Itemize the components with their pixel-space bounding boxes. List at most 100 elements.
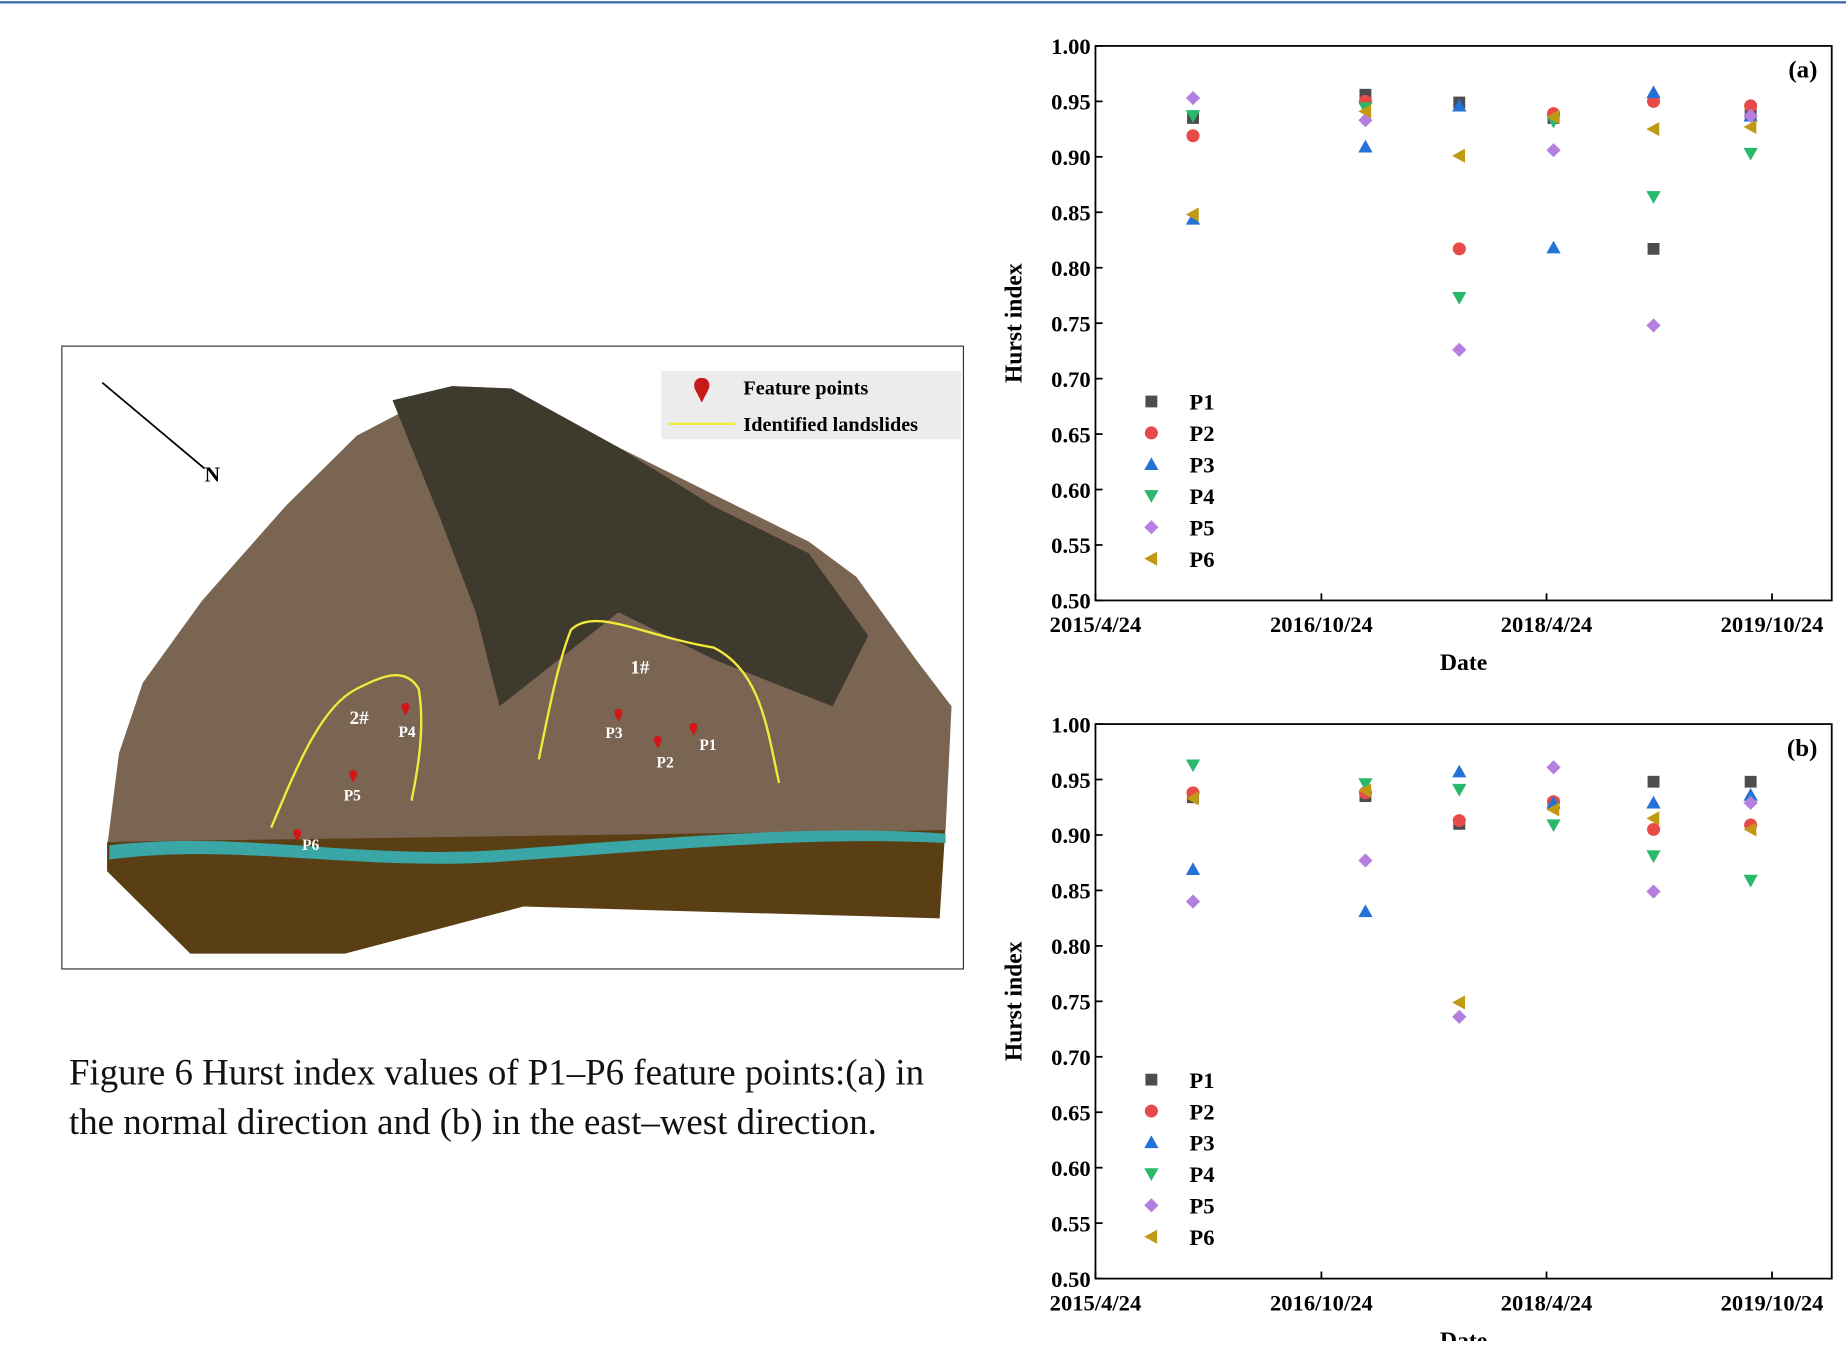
chart: 0.500.550.600.650.700.750.800.850.900.95… [1002,34,1832,676]
y-axis-label: Hurst index [1002,941,1028,1061]
page: {"figure":{"caption":"Figure 6 Hurst ind… [0,0,1846,1346]
y-tick-label: 0.50 [1051,1267,1091,1292]
legend-label: P3 [1189,1131,1214,1156]
map-point-label: P4 [398,724,415,741]
map-legend-label: Feature points [743,377,868,399]
map: N Feature points Identified landslides 1… [62,346,964,969]
map-legend-label: Identified landslides [743,414,918,436]
point [1452,995,1465,1009]
point [1646,796,1660,809]
legend-marker [1145,1105,1158,1118]
point [1646,122,1659,136]
y-tick-label: 0.90 [1051,145,1091,170]
y-tick-label: 0.85 [1051,201,1091,226]
point [1647,823,1660,836]
point [1744,148,1758,161]
point [1646,318,1660,332]
page-canvas: N Feature points Identified landslides 1… [0,0,1846,1341]
map-point-label: P1 [699,737,716,754]
y-tick-label: 0.80 [1051,934,1091,959]
legend-marker [1144,1198,1158,1212]
y-tick-label: 0.65 [1051,1101,1091,1126]
x-tick-label: 2018/4/24 [1501,612,1593,637]
y-tick-label: 0.50 [1051,589,1091,614]
point [1546,143,1560,157]
x-tick-label: 2019/10/24 [1721,612,1824,637]
point [1186,759,1200,772]
point [1186,862,1200,875]
legend-label: P1 [1189,1068,1214,1093]
caption: Figure 6 Hurst index values of P1–P6 fea… [69,1048,925,1147]
legend-marker [1145,1074,1157,1086]
y-tick-label: 0.70 [1051,1045,1091,1070]
y-tick-label: 0.85 [1051,879,1091,904]
point [1358,853,1372,867]
legend-marker [1144,490,1158,503]
y-tick-label: 0.60 [1051,478,1091,503]
y-tick-label: 0.95 [1051,90,1091,115]
legend-marker [1144,1135,1158,1148]
point [1358,904,1372,917]
legend-label: P6 [1189,1225,1214,1250]
y-tick-label: 0.75 [1051,312,1091,337]
y-tick-label: 1.00 [1051,34,1091,59]
x-tick-label: 2015/4/24 [1050,1290,1142,1315]
legend-label: P6 [1189,547,1214,572]
y-tick-label: 0.55 [1051,1211,1091,1236]
point [1453,242,1466,255]
point [1453,814,1466,827]
point [1186,894,1200,908]
x-tick-label: 2015/4/24 [1050,612,1142,637]
point [1744,875,1758,888]
point [1648,243,1660,255]
y-tick-label: 0.80 [1051,256,1091,281]
point [1646,85,1660,98]
legend-label: P2 [1189,421,1214,446]
y-tick-label: 0.60 [1051,1156,1091,1181]
legend-label: P4 [1189,1162,1214,1187]
legend-marker [1144,1168,1158,1181]
north-label: N [205,463,221,487]
legend-marker [1145,426,1158,439]
point [1452,765,1466,778]
x-axis-label: Date [1440,1328,1488,1341]
y-tick-label: 0.90 [1051,823,1091,848]
landslide-label: 2# [350,708,370,729]
legend-label: P5 [1189,1194,1214,1219]
panel-label: (a) [1788,57,1817,84]
caption-box: Figure 6 Hurst index values of P1–P6 fea… [69,1048,925,1213]
point [1186,129,1199,142]
chart: 0.50 0.55 0.60 0.65 0.70 0.75 0.80 0.85 0.90 0.95… [1002,712,1832,1341]
point [1358,140,1372,153]
point [1646,850,1660,863]
y-tick-label: 1.00 [1051,712,1091,737]
map-point-label: P3 [605,725,622,742]
legend-label: P3 [1189,453,1214,478]
y-tick-label: 0.55 [1051,533,1091,558]
legend-label: P4 [1189,484,1214,509]
x-tick-label: 2019/10/24 [1721,1290,1824,1315]
map-point-label: P6 [302,837,319,854]
legend-label: P5 [1189,516,1214,541]
legend-marker [1144,1230,1157,1244]
point [1648,776,1660,788]
legend-marker [1144,457,1158,470]
point [1452,784,1466,797]
point [1452,292,1466,305]
map-point-label: P5 [344,788,361,805]
landslide-label: 1# [630,658,650,679]
y-tick-label: 0.95 [1051,768,1091,793]
map-point-label: P2 [657,755,674,772]
x-tick-label: 2018/4/24 [1501,1290,1593,1315]
x-tick-label: 2016/10/24 [1270,612,1373,637]
legend-marker [1144,552,1157,566]
y-axis-label: Hurst index [1002,263,1028,383]
y-tick-label: 0.75 [1051,990,1091,1015]
point [1646,884,1660,898]
point [1646,191,1660,204]
legend-label: P1 [1189,390,1214,415]
point [1546,760,1560,774]
point [1546,241,1560,254]
point [1452,343,1466,357]
y-tick-label: 0.70 [1051,367,1091,392]
